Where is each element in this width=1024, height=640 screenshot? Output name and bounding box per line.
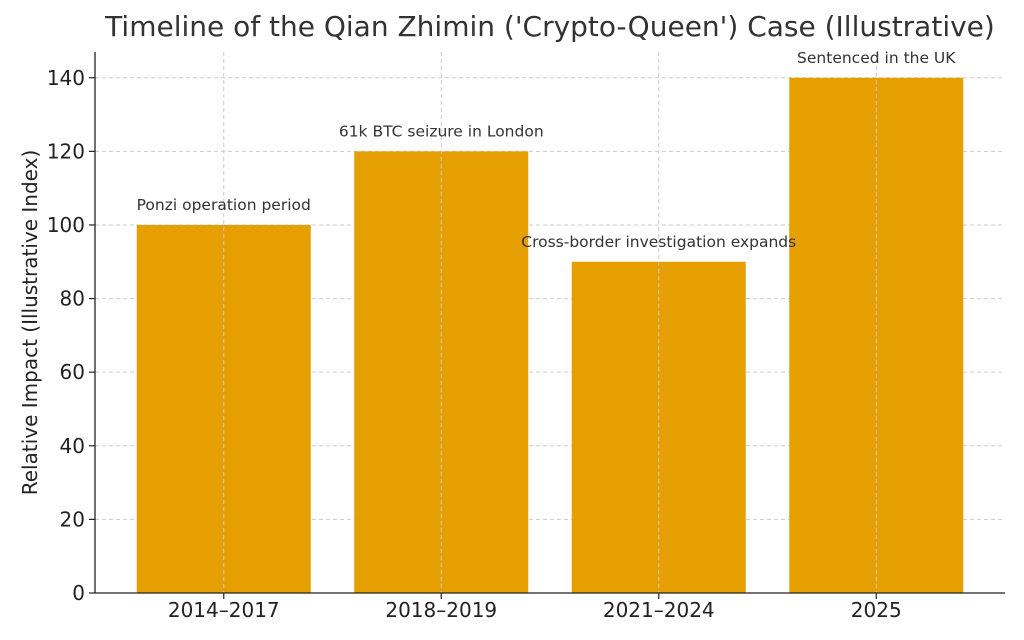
y-tick-label: 40 [60, 434, 85, 458]
vertical-grid-layer [223, 52, 877, 593]
y-tick-label: 140 [47, 66, 85, 90]
x-tick-label: 2014–2017 [168, 598, 280, 622]
x-tick-label: 2021–2024 [603, 598, 715, 622]
bar [354, 151, 529, 593]
label-layer: 0 20 40 60 80 100 120 140 2014–2017 Ponzi operati… [18, 49, 956, 622]
bar-annotation: Sentenced in the UK [797, 49, 956, 67]
chart-title-wrapper: Timeline of the Qian Zhimin ('Crypto-Que… [95, 10, 1005, 43]
bar-annotation: Ponzi operation period [137, 196, 311, 214]
x-tick-label: 2025 [851, 598, 902, 622]
y-tick-label: 100 [47, 213, 85, 237]
bar-layer [136, 77, 964, 594]
y-tick-label: 80 [60, 287, 85, 311]
x-tick-label: 2018–2019 [385, 598, 497, 622]
y-tick-label: 60 [60, 360, 85, 384]
y-tick-label: 20 [60, 507, 85, 531]
y-tick-label: 0 [72, 581, 85, 605]
y-axis-label: Relative Impact (Illustrative Index) [18, 150, 42, 496]
bar-annotation: 61k BTC seizure in London [339, 122, 544, 140]
chart-title: Timeline of the Qian Zhimin ('Crypto-Que… [105, 10, 995, 43]
bar-annotation: Cross-border investigation expands [521, 233, 796, 251]
y-tick-label: 120 [47, 139, 85, 163]
axis-layer [89, 52, 1005, 599]
